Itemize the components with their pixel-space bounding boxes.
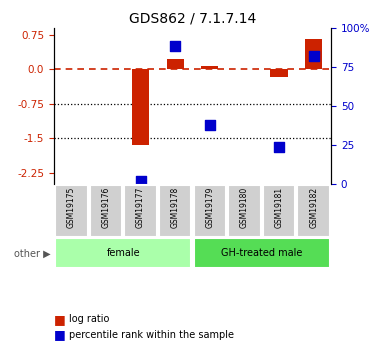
FancyBboxPatch shape	[124, 185, 157, 237]
Text: GSM19176: GSM19176	[101, 187, 110, 228]
FancyBboxPatch shape	[298, 185, 330, 237]
Bar	[132, 69, 149, 145]
Text: GSM19178: GSM19178	[171, 187, 180, 228]
Point	[311, 53, 317, 59]
FancyBboxPatch shape	[228, 185, 261, 237]
Text: GSM19181: GSM19181	[275, 187, 284, 228]
Text: GSM19180: GSM19180	[240, 187, 249, 228]
Text: female: female	[106, 248, 140, 258]
Point	[276, 144, 282, 149]
Text: GSM19175: GSM19175	[67, 187, 76, 228]
Bar	[271, 69, 288, 77]
Text: GSM19177: GSM19177	[136, 187, 145, 228]
Text: GH-treated male: GH-treated male	[221, 248, 303, 258]
FancyBboxPatch shape	[194, 185, 226, 237]
Point	[207, 122, 213, 127]
Text: GSM19182: GSM19182	[309, 187, 318, 228]
Point	[172, 43, 178, 49]
FancyBboxPatch shape	[263, 185, 295, 237]
Text: other ▶: other ▶	[14, 248, 50, 258]
FancyBboxPatch shape	[194, 238, 330, 268]
Text: GSM19179: GSM19179	[205, 187, 214, 228]
FancyBboxPatch shape	[55, 185, 87, 237]
Text: ■: ■	[54, 313, 66, 326]
Bar	[201, 66, 219, 69]
FancyBboxPatch shape	[55, 238, 191, 268]
Point	[137, 178, 144, 184]
Text: percentile rank within the sample: percentile rank within the sample	[69, 330, 234, 339]
Text: ■: ■	[54, 328, 66, 341]
Bar	[305, 39, 323, 69]
Title: GDS862 / 7.1.7.14: GDS862 / 7.1.7.14	[129, 11, 256, 25]
FancyBboxPatch shape	[159, 185, 191, 237]
FancyBboxPatch shape	[90, 185, 122, 237]
Text: log ratio: log ratio	[69, 314, 110, 324]
Bar	[167, 59, 184, 69]
